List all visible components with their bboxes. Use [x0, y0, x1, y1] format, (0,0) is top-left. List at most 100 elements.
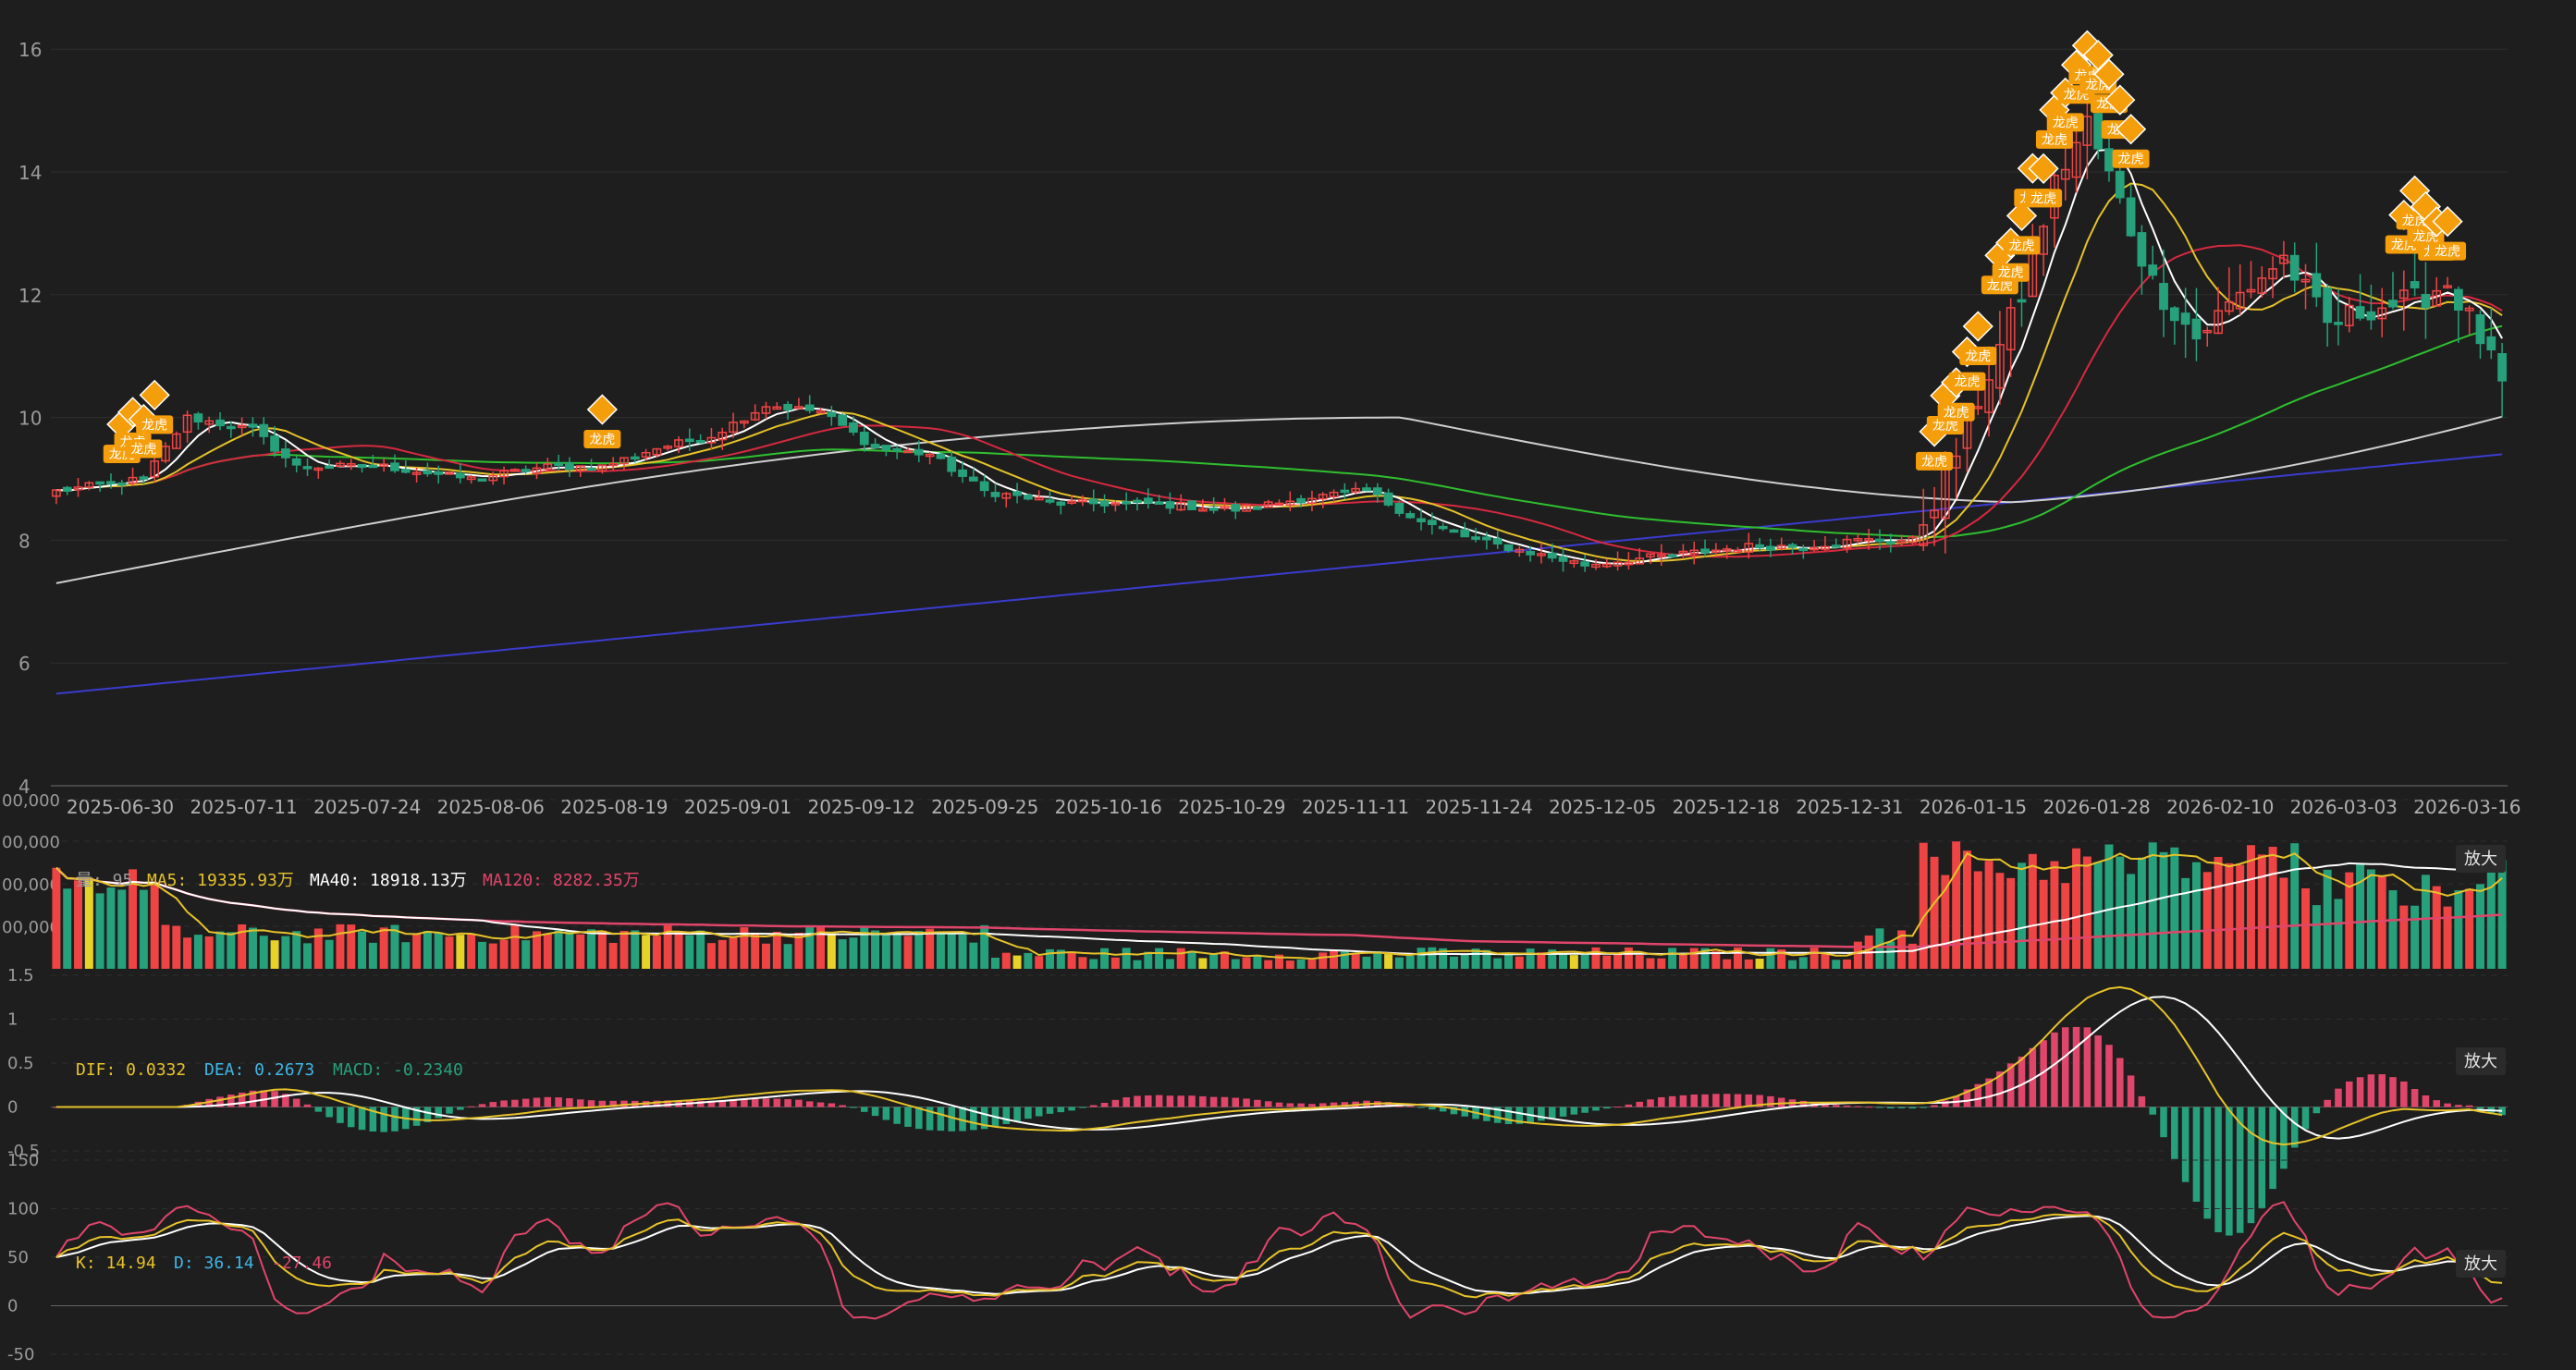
volume-bar[interactable]: [663, 925, 672, 969]
candle-body[interactable]: [947, 456, 957, 472]
volume-bar[interactable]: [445, 936, 454, 969]
volume-bar[interactable]: [2323, 869, 2332, 969]
volume-bar[interactable]: [2028, 853, 2037, 969]
candle-body[interactable]: [684, 438, 694, 443]
candle-body[interactable]: [1263, 501, 1273, 508]
volume-bar[interactable]: [1755, 959, 1764, 969]
candle-body[interactable]: [1547, 552, 1557, 559]
candle-body[interactable]: [291, 458, 301, 466]
volume-bar[interactable]: [1635, 955, 1644, 969]
volume-bar[interactable]: [1723, 959, 1732, 969]
candle-body[interactable]: [1231, 504, 1241, 512]
candle-body[interactable]: [1492, 538, 1503, 545]
volume-bar[interactable]: [1024, 952, 1033, 969]
signal-diamond-icon[interactable]: [2115, 114, 2147, 145]
candle-body[interactable]: [1285, 500, 1295, 506]
volume-bar[interactable]: [2257, 854, 2266, 969]
volume-bar[interactable]: [860, 926, 869, 969]
volume-bar[interactable]: [1176, 948, 1185, 969]
volume-bar[interactable]: [2159, 851, 2168, 969]
volume-bar[interactable]: [1602, 955, 1612, 969]
candle-body[interactable]: [1045, 499, 1055, 503]
volume-bar[interactable]: [718, 939, 727, 969]
candle-body[interactable]: [1242, 504, 1251, 512]
candle-body[interactable]: [2257, 277, 2267, 294]
volume-bar[interactable]: [1766, 948, 1775, 969]
volume-bar[interactable]: [2377, 876, 2386, 969]
candle-body[interactable]: [346, 463, 356, 467]
volume-bar[interactable]: [1351, 953, 1360, 969]
candle-body[interactable]: [226, 425, 236, 430]
candle-body[interactable]: [1438, 525, 1448, 530]
volume-bar[interactable]: [368, 942, 377, 969]
volume-bar[interactable]: [2018, 862, 2026, 969]
candle-body[interactable]: [1176, 501, 1186, 511]
volume-bar[interactable]: [183, 937, 192, 969]
candle-body[interactable]: [2137, 232, 2147, 267]
candle-body[interactable]: [1766, 545, 1775, 551]
volume-bar[interactable]: [2072, 848, 2081, 969]
candle-body[interactable]: [827, 411, 837, 417]
candle-body[interactable]: [2453, 288, 2463, 312]
candle-body[interactable]: [259, 423, 269, 437]
candle-body[interactable]: [990, 492, 1000, 497]
volume-bar[interactable]: [2334, 899, 2343, 969]
volume-bar[interactable]: [150, 882, 159, 969]
volume-bar[interactable]: [1613, 953, 1623, 969]
candle-body[interactable]: [695, 439, 705, 444]
volume-bar[interactable]: [2443, 906, 2452, 969]
volume-bar[interactable]: [2388, 890, 2398, 969]
candle-body[interactable]: [1318, 494, 1328, 500]
candle-body[interactable]: [445, 471, 454, 475]
candle-body[interactable]: [2464, 307, 2474, 312]
candle-body[interactable]: [2344, 304, 2354, 326]
candle-body[interactable]: [1405, 513, 1416, 519]
volume-bar[interactable]: [1253, 955, 1262, 969]
volume-zoom-button[interactable]: [2456, 845, 2506, 873]
volume-bar[interactable]: [1285, 960, 1294, 969]
candle-body[interactable]: [2115, 170, 2125, 199]
candle-body[interactable]: [2071, 141, 2081, 178]
candle-body[interactable]: [597, 464, 607, 472]
candle-body[interactable]: [772, 406, 782, 410]
volume-bar[interactable]: [215, 931, 225, 969]
volume-bar[interactable]: [2050, 861, 2059, 969]
volume-bar[interactable]: [1744, 959, 1753, 969]
volume-bar[interactable]: [313, 928, 323, 969]
candle-body[interactable]: [2475, 314, 2485, 345]
candle-body[interactable]: [1558, 556, 1568, 562]
candle-body[interactable]: [466, 476, 476, 481]
candle-body[interactable]: [248, 423, 258, 428]
volume-bar[interactable]: [2399, 905, 2409, 969]
candle-body[interactable]: [2366, 311, 2376, 321]
candle-body[interactable]: [1197, 508, 1208, 512]
candle-body[interactable]: [1864, 538, 1874, 542]
candle-body[interactable]: [750, 411, 760, 421]
volume-bar[interactable]: [783, 944, 792, 969]
volume-bar[interactable]: [401, 942, 411, 969]
candle-body[interactable]: [1460, 529, 1470, 538]
candle-body[interactable]: [1722, 548, 1732, 552]
volume-bar[interactable]: [772, 931, 781, 969]
volume-bar[interactable]: [1973, 871, 1982, 969]
candle-body[interactable]: [302, 466, 313, 470]
candle-body[interactable]: [2235, 291, 2245, 310]
candle-body[interactable]: [1372, 487, 1382, 495]
candle-body[interactable]: [1613, 561, 1623, 567]
volume-bar[interactable]: [390, 924, 399, 969]
candle-body[interactable]: [838, 414, 848, 426]
candle-body[interactable]: [1208, 508, 1219, 511]
volume-bar[interactable]: [161, 924, 170, 969]
volume-bar[interactable]: [1319, 952, 1328, 969]
volume-bar[interactable]: [1984, 861, 1993, 969]
candle-body[interactable]: [1821, 545, 1830, 550]
volume-bar[interactable]: [751, 934, 760, 969]
volume-bar[interactable]: [729, 936, 738, 969]
candle-body[interactable]: [1383, 492, 1393, 506]
volume-bar[interactable]: [347, 924, 356, 969]
volume-bar[interactable]: [1340, 951, 1349, 969]
candle-body[interactable]: [2017, 299, 2027, 303]
volume-bar[interactable]: [1187, 950, 1196, 969]
volume-bar[interactable]: [204, 936, 214, 969]
volume-bar[interactable]: [903, 936, 913, 969]
